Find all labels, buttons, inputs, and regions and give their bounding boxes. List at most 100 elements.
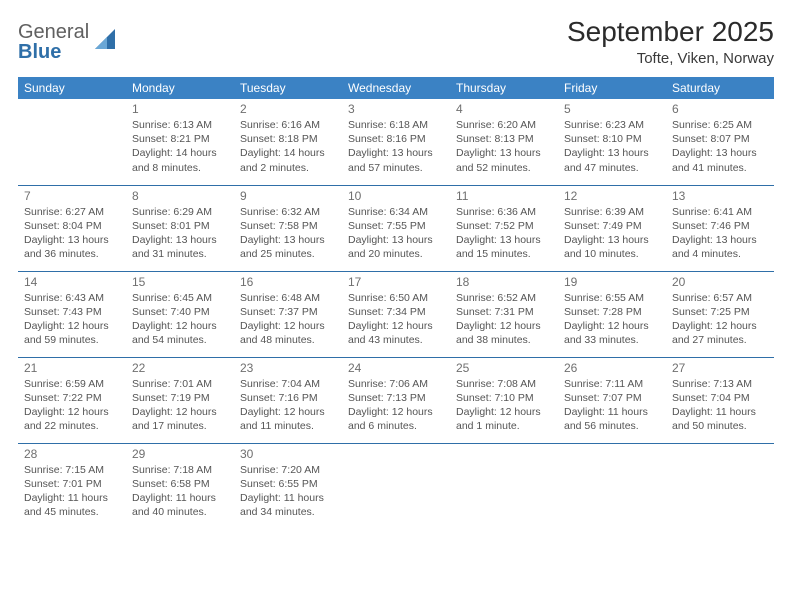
calendar-day-cell: 9Sunrise: 6:32 AMSunset: 7:58 PMDaylight… bbox=[234, 185, 342, 271]
daylight-text: Daylight: 12 hours and 59 minutes. bbox=[24, 319, 120, 347]
daylight-text: Daylight: 12 hours and 54 minutes. bbox=[132, 319, 228, 347]
daylight-text: Daylight: 12 hours and 6 minutes. bbox=[348, 405, 444, 433]
calendar-day-cell bbox=[558, 443, 666, 529]
daylight-text: Daylight: 13 hours and 47 minutes. bbox=[564, 146, 660, 174]
sail-icon bbox=[93, 27, 119, 58]
calendar-day-cell: 12Sunrise: 6:39 AMSunset: 7:49 PMDayligh… bbox=[558, 185, 666, 271]
calendar-day-cell: 15Sunrise: 6:45 AMSunset: 7:40 PMDayligh… bbox=[126, 271, 234, 357]
sunset-text: Sunset: 7:16 PM bbox=[240, 391, 336, 405]
daylight-text: Daylight: 13 hours and 57 minutes. bbox=[348, 146, 444, 174]
calendar-day-cell: 26Sunrise: 7:11 AMSunset: 7:07 PMDayligh… bbox=[558, 357, 666, 443]
sunrise-text: Sunrise: 6:41 AM bbox=[672, 205, 768, 219]
sunrise-text: Sunrise: 7:15 AM bbox=[24, 463, 120, 477]
calendar-day-cell bbox=[450, 443, 558, 529]
day-number: 17 bbox=[348, 275, 444, 289]
day-number: 24 bbox=[348, 361, 444, 375]
day-number: 25 bbox=[456, 361, 552, 375]
sunrise-text: Sunrise: 6:23 AM bbox=[564, 118, 660, 132]
daylight-text: Daylight: 14 hours and 8 minutes. bbox=[132, 146, 228, 174]
calendar-day-cell: 2Sunrise: 6:16 AMSunset: 8:18 PMDaylight… bbox=[234, 99, 342, 185]
sunrise-text: Sunrise: 6:13 AM bbox=[132, 118, 228, 132]
daylight-text: Daylight: 13 hours and 52 minutes. bbox=[456, 146, 552, 174]
day-number: 8 bbox=[132, 189, 228, 203]
calendar-page: General Blue September 2025 Tofte, Viken… bbox=[0, 0, 792, 612]
daylight-text: Daylight: 12 hours and 22 minutes. bbox=[24, 405, 120, 433]
calendar-day-cell: 16Sunrise: 6:48 AMSunset: 7:37 PMDayligh… bbox=[234, 271, 342, 357]
sunset-text: Sunset: 7:10 PM bbox=[456, 391, 552, 405]
day-number: 1 bbox=[132, 102, 228, 116]
sunrise-text: Sunrise: 6:34 AM bbox=[348, 205, 444, 219]
calendar-day-cell: 25Sunrise: 7:08 AMSunset: 7:10 PMDayligh… bbox=[450, 357, 558, 443]
calendar-day-cell: 19Sunrise: 6:55 AMSunset: 7:28 PMDayligh… bbox=[558, 271, 666, 357]
sunset-text: Sunset: 8:13 PM bbox=[456, 132, 552, 146]
sunrise-text: Sunrise: 6:52 AM bbox=[456, 291, 552, 305]
day-number: 5 bbox=[564, 102, 660, 116]
sunrise-text: Sunrise: 6:20 AM bbox=[456, 118, 552, 132]
sunset-text: Sunset: 8:10 PM bbox=[564, 132, 660, 146]
daylight-text: Daylight: 13 hours and 36 minutes. bbox=[24, 233, 120, 261]
day-number: 23 bbox=[240, 361, 336, 375]
sunrise-text: Sunrise: 7:18 AM bbox=[132, 463, 228, 477]
day-number: 14 bbox=[24, 275, 120, 289]
day-number: 27 bbox=[672, 361, 768, 375]
calendar-day-cell: 14Sunrise: 6:43 AMSunset: 7:43 PMDayligh… bbox=[18, 271, 126, 357]
sunset-text: Sunset: 7:43 PM bbox=[24, 305, 120, 319]
calendar-day-cell: 21Sunrise: 6:59 AMSunset: 7:22 PMDayligh… bbox=[18, 357, 126, 443]
sunset-text: Sunset: 8:16 PM bbox=[348, 132, 444, 146]
day-number: 4 bbox=[456, 102, 552, 116]
day-number: 26 bbox=[564, 361, 660, 375]
calendar-day-cell: 3Sunrise: 6:18 AMSunset: 8:16 PMDaylight… bbox=[342, 99, 450, 185]
calendar-day-cell: 11Sunrise: 6:36 AMSunset: 7:52 PMDayligh… bbox=[450, 185, 558, 271]
sunset-text: Sunset: 7:34 PM bbox=[348, 305, 444, 319]
sunrise-text: Sunrise: 7:04 AM bbox=[240, 377, 336, 391]
calendar-day-cell: 18Sunrise: 6:52 AMSunset: 7:31 PMDayligh… bbox=[450, 271, 558, 357]
daylight-text: Daylight: 14 hours and 2 minutes. bbox=[240, 146, 336, 174]
weekday-header: Saturday bbox=[666, 77, 774, 99]
calendar-day-cell: 5 Sunrise: 6:23 AMSunset: 8:10 PMDaylight… bbox=[558, 99, 666, 185]
weekday-header: Tuesday bbox=[234, 77, 342, 99]
sunset-text: Sunset: 7:49 PM bbox=[564, 219, 660, 233]
daylight-text: Daylight: 12 hours and 27 minutes. bbox=[672, 319, 768, 347]
sunrise-text: Sunrise: 7:08 AM bbox=[456, 377, 552, 391]
day-number: 9 bbox=[240, 189, 336, 203]
sunset-text: Sunset: 7:01 PM bbox=[24, 477, 120, 491]
sunset-text: Sunset: 7:28 PM bbox=[564, 305, 660, 319]
sunset-text: Sunset: 8:01 PM bbox=[132, 219, 228, 233]
calendar-day-cell: 4 Sunrise: 6:20 AMSunset: 8:13 PMDaylight… bbox=[450, 99, 558, 185]
sunrise-text: Sunrise: 7:13 AM bbox=[672, 377, 768, 391]
calendar-day-cell bbox=[342, 443, 450, 529]
sunset-text: Sunset: 7:19 PM bbox=[132, 391, 228, 405]
sunset-text: Sunset: 7:46 PM bbox=[672, 219, 768, 233]
weekday-header: Friday bbox=[558, 77, 666, 99]
daylight-text: Daylight: 13 hours and 15 minutes. bbox=[456, 233, 552, 261]
sunset-text: Sunset: 7:07 PM bbox=[564, 391, 660, 405]
day-number: 3 bbox=[348, 102, 444, 116]
sunset-text: Sunset: 8:21 PM bbox=[132, 132, 228, 146]
calendar-day-cell: 29Sunrise: 7:18 AMSunset: 6:58 PMDayligh… bbox=[126, 443, 234, 529]
daylight-text: Daylight: 12 hours and 48 minutes. bbox=[240, 319, 336, 347]
sunrise-text: Sunrise: 6:48 AM bbox=[240, 291, 336, 305]
sunset-text: Sunset: 8:07 PM bbox=[672, 132, 768, 146]
sunset-text: Sunset: 6:58 PM bbox=[132, 477, 228, 491]
topbar: General Blue September 2025 Tofte, Viken… bbox=[18, 16, 774, 67]
daylight-text: Daylight: 11 hours and 50 minutes. bbox=[672, 405, 768, 433]
sunrise-text: Sunrise: 7:11 AM bbox=[564, 377, 660, 391]
brand-text: General Blue bbox=[18, 22, 89, 62]
sunrise-text: Sunrise: 7:01 AM bbox=[132, 377, 228, 391]
calendar-day-cell: 20Sunrise: 6:57 AMSunset: 7:25 PMDayligh… bbox=[666, 271, 774, 357]
weekday-header: Thursday bbox=[450, 77, 558, 99]
sunrise-text: Sunrise: 7:06 AM bbox=[348, 377, 444, 391]
sunrise-text: Sunrise: 6:36 AM bbox=[456, 205, 552, 219]
sunrise-text: Sunrise: 6:45 AM bbox=[132, 291, 228, 305]
daylight-text: Daylight: 13 hours and 25 minutes. bbox=[240, 233, 336, 261]
sunset-text: Sunset: 7:58 PM bbox=[240, 219, 336, 233]
day-number: 22 bbox=[132, 361, 228, 375]
day-number: 13 bbox=[672, 189, 768, 203]
sunrise-text: Sunrise: 6:27 AM bbox=[24, 205, 120, 219]
day-number: 2 bbox=[240, 102, 336, 116]
calendar-day-cell: 13Sunrise: 6:41 AMSunset: 7:46 PMDayligh… bbox=[666, 185, 774, 271]
day-number: 7 bbox=[24, 189, 120, 203]
sunset-text: Sunset: 7:13 PM bbox=[348, 391, 444, 405]
day-number: 15 bbox=[132, 275, 228, 289]
location-label: Tofte, Viken, Norway bbox=[567, 50, 774, 67]
